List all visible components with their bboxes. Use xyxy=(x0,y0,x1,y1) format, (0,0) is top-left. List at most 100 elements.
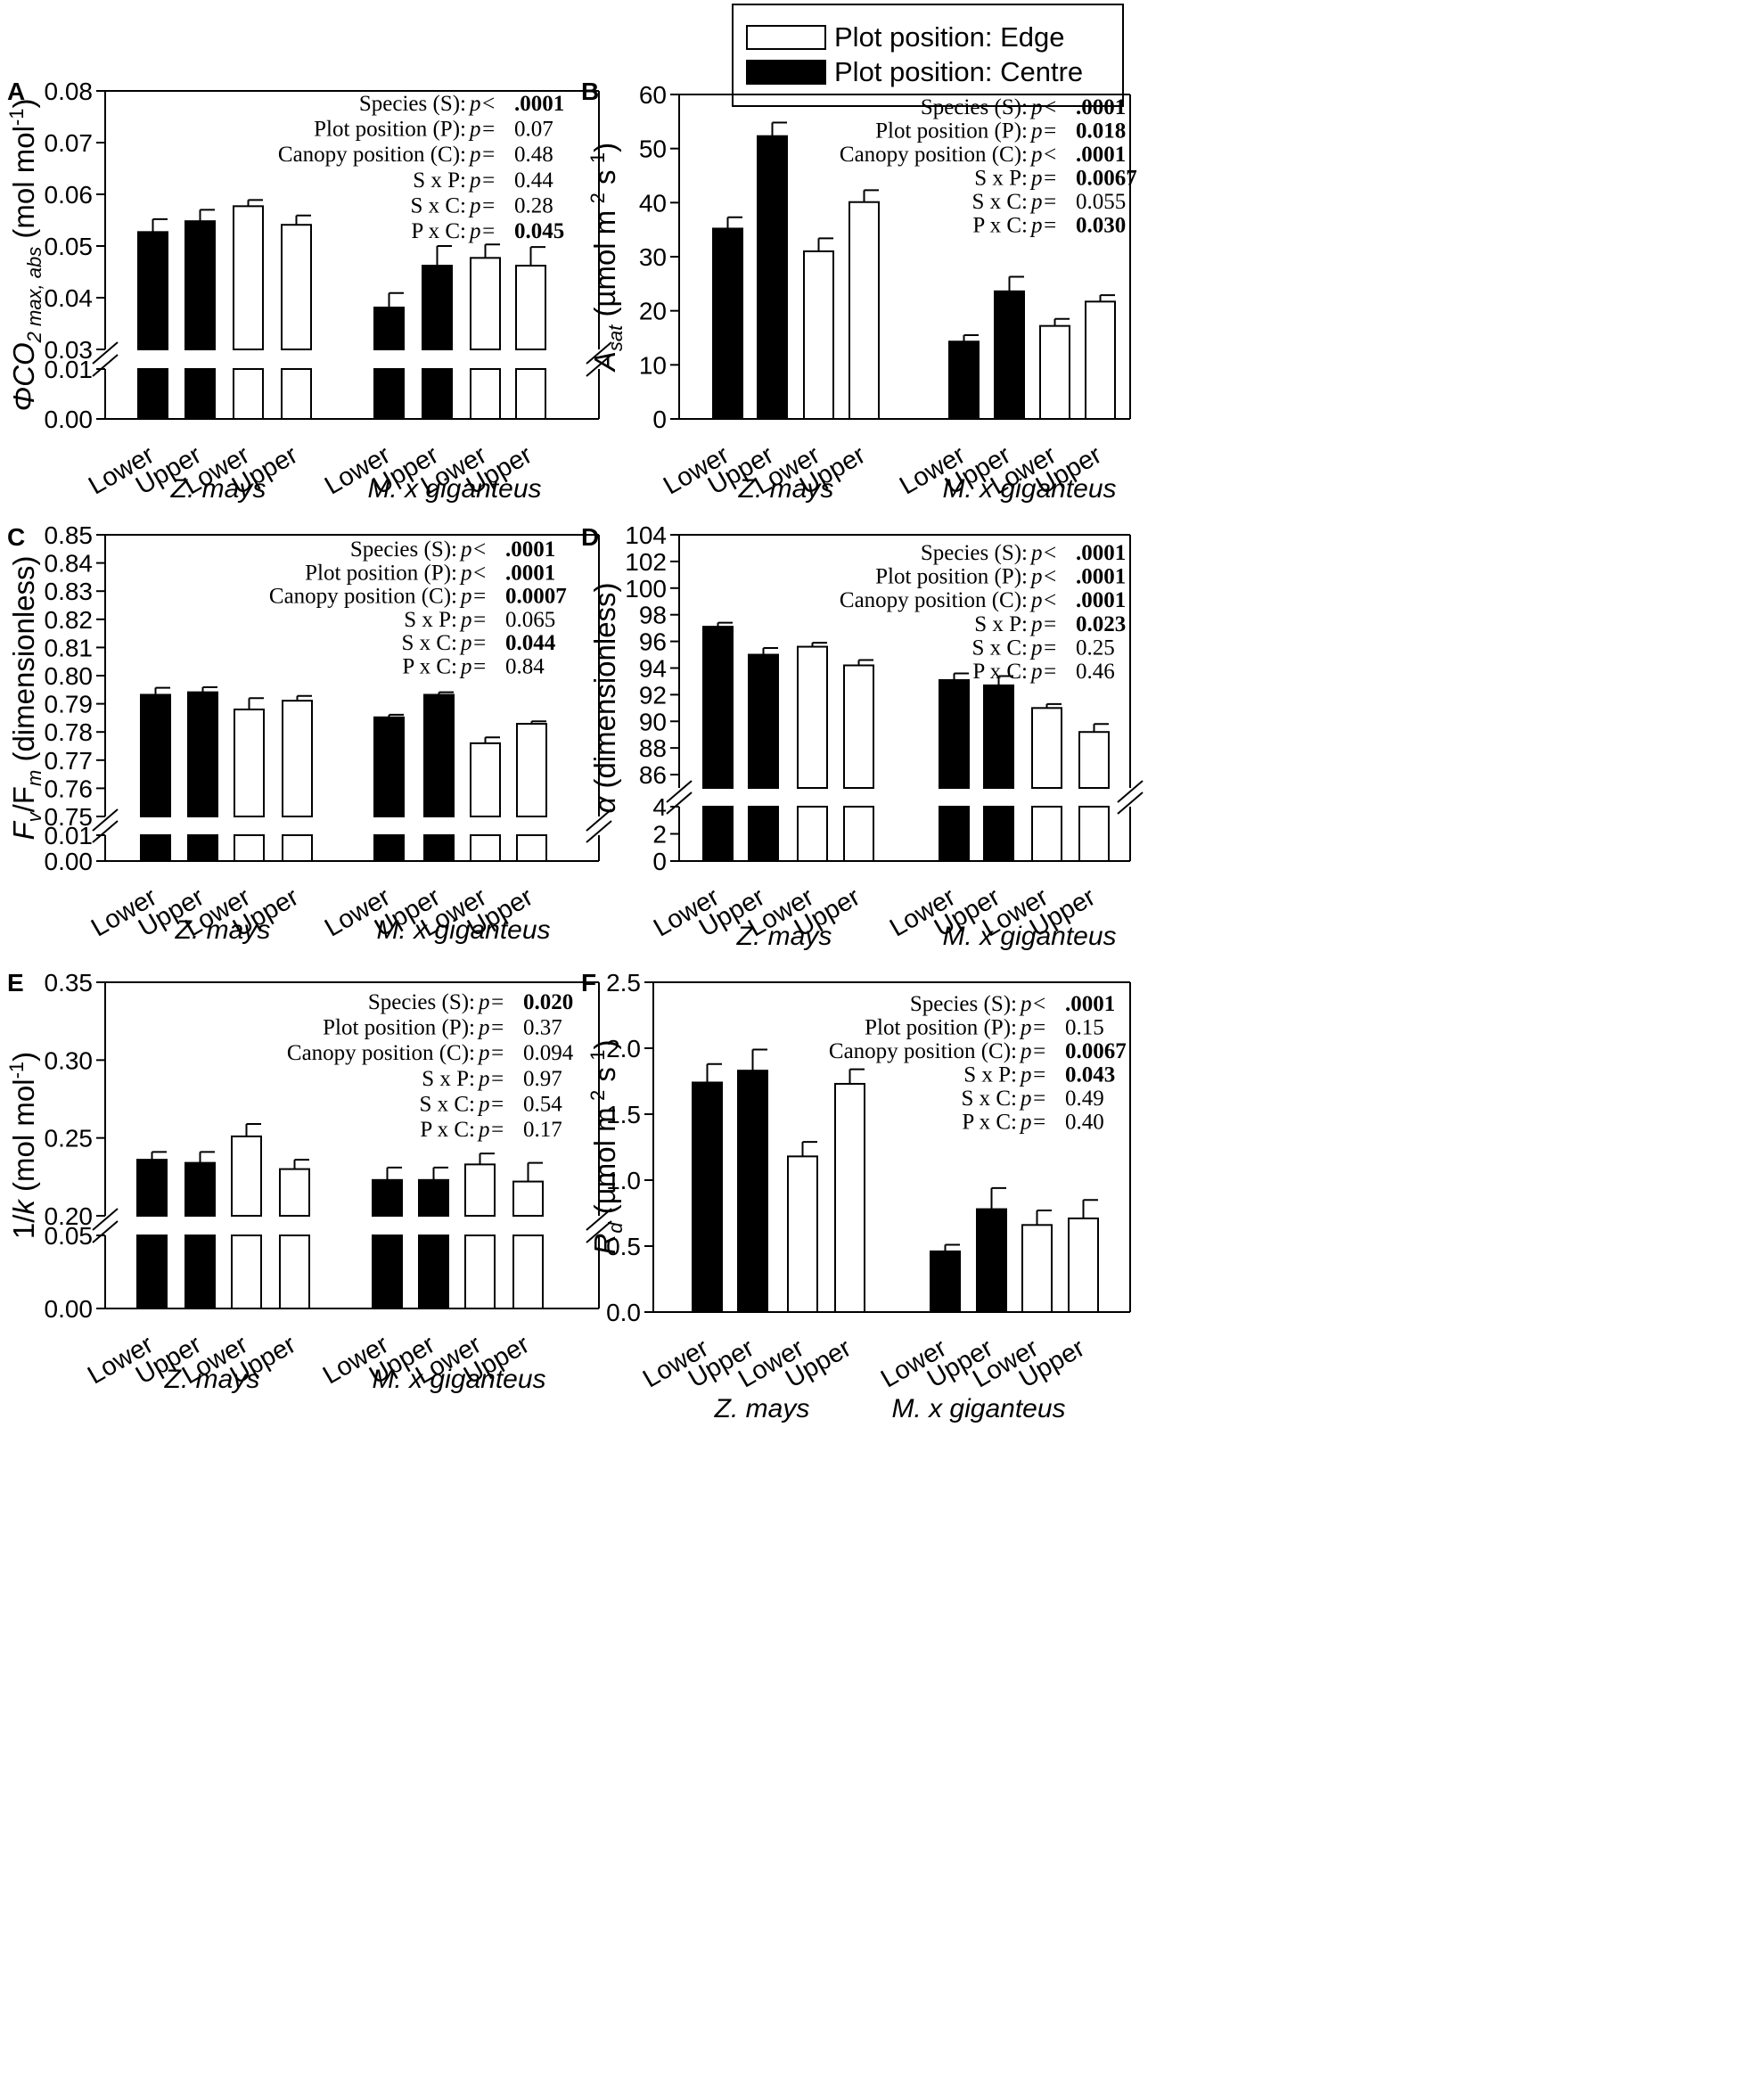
y-tick-label: 0.83 xyxy=(45,578,94,605)
stat-value: 0.0007 xyxy=(505,585,567,609)
bar-lower-segment xyxy=(234,834,265,862)
stat-value: 0.49 xyxy=(1065,1087,1104,1111)
bar xyxy=(140,693,171,817)
bar-lower-segment xyxy=(702,806,734,862)
legend-edge-label: Plot position: Edge xyxy=(834,21,1065,53)
stat-p: p= xyxy=(1029,119,1057,144)
y-tick-label: 30 xyxy=(639,243,667,271)
bar xyxy=(281,224,312,350)
stat-value: 0.44 xyxy=(514,168,553,193)
stat-value: 0.044 xyxy=(505,631,556,655)
stat-label: Plot position (P): xyxy=(875,565,1028,589)
bar xyxy=(231,1135,262,1218)
group-label: Z. mays xyxy=(164,1365,260,1394)
bar xyxy=(187,691,218,817)
stat-p: p= xyxy=(1029,214,1057,238)
bar xyxy=(512,1180,544,1218)
y-tick-label: 0.77 xyxy=(45,747,94,775)
legend-box xyxy=(732,4,1124,107)
bar xyxy=(994,290,1025,420)
legend-edge-swatch xyxy=(746,25,826,50)
stat-label: S x C: xyxy=(971,190,1028,214)
stat-p: p= xyxy=(459,655,487,679)
stat-label: Plot position (P): xyxy=(875,119,1028,144)
panel-letter: A xyxy=(7,78,25,105)
bar-lower-segment xyxy=(372,1235,403,1309)
y-tick-label: 2 xyxy=(652,821,667,849)
stat-p: p= xyxy=(1029,636,1057,660)
stat-value: 0.54 xyxy=(523,1092,562,1116)
y-tick-label: 0.04 xyxy=(45,284,94,312)
bar xyxy=(843,664,874,789)
stat-p: p= xyxy=(468,168,496,193)
stat-value: 0.46 xyxy=(1076,660,1115,684)
stat-label: S x C: xyxy=(961,1087,1017,1111)
panel-letter: F xyxy=(581,969,596,997)
stat-p: p= xyxy=(1029,190,1057,214)
y-axis-label: Asat (µmol m-2 s-1) xyxy=(586,143,627,373)
y-tick-label: 102 xyxy=(625,548,667,576)
group-label: Z. mays xyxy=(714,1394,810,1423)
bar-lower-segment xyxy=(140,834,171,862)
bar xyxy=(373,307,405,350)
stat-label: S x P: xyxy=(974,612,1028,636)
bar xyxy=(373,716,405,818)
stat-value: 0.37 xyxy=(523,1016,562,1040)
y-tick-label: 0.08 xyxy=(45,78,94,105)
stat-label: S x C: xyxy=(410,193,466,217)
stat-label: Species (S): xyxy=(350,537,457,562)
bar-lower-segment xyxy=(748,806,779,862)
stat-label: S x C: xyxy=(401,631,457,655)
stat-label: P x C: xyxy=(411,219,466,243)
stat-p: p= xyxy=(468,143,496,167)
stat-value: 0.17 xyxy=(523,1118,562,1142)
stat-label: Species (S): xyxy=(921,95,1028,119)
y-tick-label: 0.05 xyxy=(45,1222,94,1250)
stat-label: S x P: xyxy=(404,608,457,632)
y-tick-label: 1.0 xyxy=(606,1167,641,1194)
y-tick-label: 90 xyxy=(639,708,667,735)
bar xyxy=(939,678,970,790)
axis-break-mark xyxy=(1117,780,1144,803)
stat-p: p= xyxy=(459,631,487,655)
stat-value: .0001 xyxy=(505,561,555,585)
y-tick-label: 0.80 xyxy=(45,662,94,690)
y-tick-label: 0.20 xyxy=(45,1202,94,1230)
group-label: Z. mays xyxy=(736,922,832,951)
y-tick-label: 0.85 xyxy=(45,521,94,549)
stat-p: p< xyxy=(1029,143,1057,167)
bar-lower-segment xyxy=(184,368,216,420)
stat-p: p< xyxy=(1029,541,1057,565)
bar xyxy=(470,257,501,350)
stat-value: 0.018 xyxy=(1076,119,1126,144)
bar xyxy=(976,1208,1007,1314)
stat-label: Species (S): xyxy=(359,92,466,116)
stat-label: P x C: xyxy=(972,214,1028,238)
y-tick-label: 86 xyxy=(639,761,667,789)
y-axis-label: 1/k (mol mol-1) xyxy=(5,1052,40,1239)
y-tick-label: 98 xyxy=(639,602,667,629)
panel-letter: D xyxy=(581,523,599,551)
stat-value: 0.15 xyxy=(1065,1016,1104,1040)
y-tick-label: 40 xyxy=(639,189,667,217)
axis-break-mark xyxy=(586,354,612,377)
y-tick-label: 0.07 xyxy=(45,129,94,157)
stat-value: 0.045 xyxy=(514,219,564,243)
panel-c: C0.000.010.750.760.770.780.790.800.810.8… xyxy=(7,521,612,945)
stat-p: p= xyxy=(477,1041,504,1065)
stat-value: .0001 xyxy=(1076,565,1126,589)
bar xyxy=(983,684,1014,790)
legend-centre-label: Plot position: Centre xyxy=(834,56,1083,87)
y-tick-label: 0.81 xyxy=(45,634,94,661)
y-tick-label: 0 xyxy=(652,406,667,433)
stat-value: .0001 xyxy=(1065,992,1115,1016)
stat-label: S x P: xyxy=(422,1067,475,1091)
bar xyxy=(737,1070,768,1314)
bar xyxy=(470,742,501,818)
stat-p: p< xyxy=(468,92,496,116)
stat-p: p= xyxy=(1019,1063,1046,1087)
stat-p: p= xyxy=(477,990,504,1014)
bar-lower-segment xyxy=(233,368,264,420)
stat-value: 0.043 xyxy=(1065,1063,1115,1087)
bar xyxy=(516,723,547,818)
